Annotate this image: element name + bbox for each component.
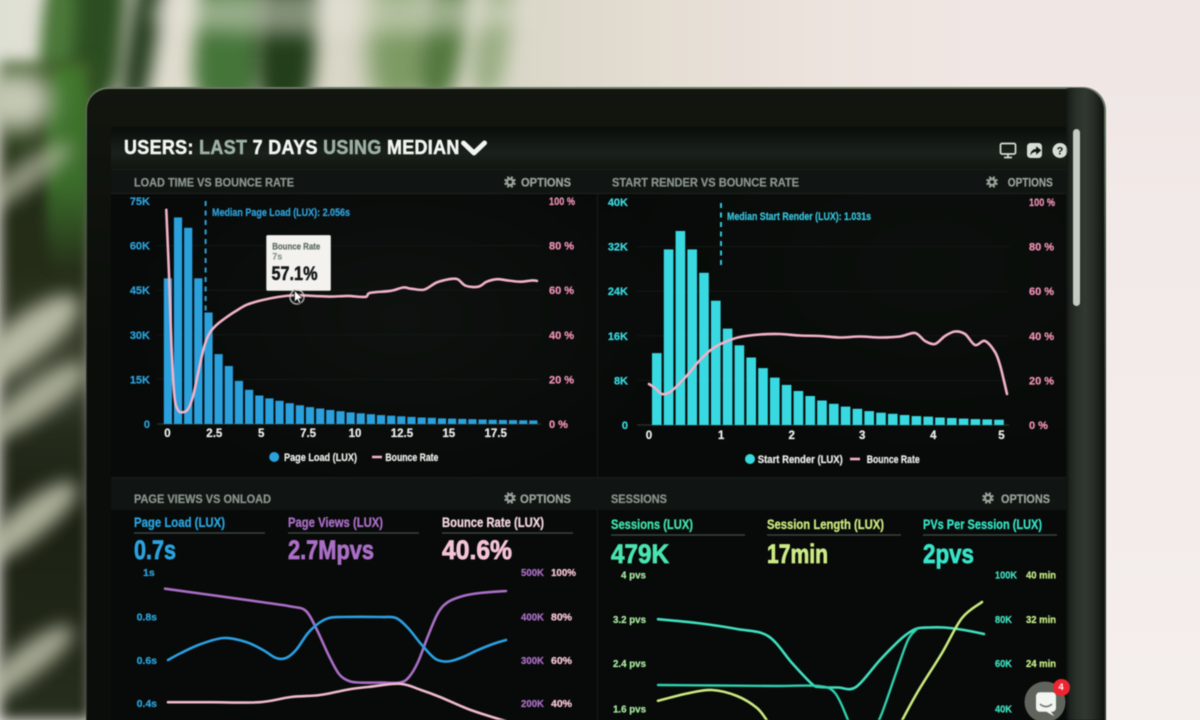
- svg-text:40K: 40K: [608, 197, 628, 209]
- svg-text:OPTIONS: OPTIONS: [1001, 494, 1050, 506]
- svg-text:80%: 80%: [551, 612, 573, 624]
- svg-text:Bounce Rate: Bounce Rate: [867, 454, 920, 466]
- svg-text:5: 5: [998, 430, 1005, 442]
- svg-text:100 %: 100 %: [549, 196, 575, 208]
- svg-text:24K: 24K: [608, 286, 628, 298]
- svg-text:LOAD TIME VS BOUNCE RATE: LOAD TIME VS BOUNCE RATE: [134, 178, 294, 190]
- svg-text:100K: 100K: [995, 570, 1017, 582]
- svg-text:3.2 pvs: 3.2 pvs: [613, 614, 646, 626]
- svg-text:?: ?: [1057, 146, 1064, 158]
- svg-text:3: 3: [859, 430, 865, 442]
- svg-text:100%: 100%: [551, 567, 577, 579]
- svg-text:45K: 45K: [130, 285, 150, 297]
- svg-text:1s: 1s: [143, 567, 155, 579]
- svg-text:2: 2: [788, 430, 794, 442]
- svg-text:2.5: 2.5: [206, 428, 223, 440]
- svg-text:2.4 pvs: 2.4 pvs: [613, 658, 646, 670]
- svg-text:40%: 40%: [551, 698, 573, 710]
- svg-text:SESSIONS: SESSIONS: [611, 494, 667, 506]
- svg-text:32 min: 32 min: [1026, 614, 1056, 626]
- svg-text:4: 4: [930, 430, 937, 442]
- svg-text:7s: 7s: [272, 252, 282, 262]
- svg-text:Page Load (LUX): Page Load (LUX): [134, 515, 225, 530]
- svg-text:Start Render (LUX): Start Render (LUX): [758, 454, 843, 466]
- svg-text:300K: 300K: [521, 655, 544, 667]
- svg-text:479K: 479K: [611, 539, 669, 569]
- svg-text:Page Views (LUX): Page Views (LUX): [288, 515, 383, 530]
- svg-text:Page Load (LUX): Page Load (LUX): [284, 452, 357, 464]
- svg-text:75K: 75K: [130, 196, 150, 208]
- svg-text:17.5: 17.5: [485, 428, 508, 440]
- svg-text:7.5: 7.5: [300, 428, 317, 440]
- svg-text:10: 10: [349, 428, 362, 440]
- svg-text:OPTIONS: OPTIONS: [521, 178, 571, 190]
- svg-text:4 pvs: 4 pvs: [621, 570, 646, 582]
- svg-text:2pvs: 2pvs: [923, 539, 974, 569]
- svg-text:0: 0: [164, 428, 170, 440]
- svg-text:40K: 40K: [995, 703, 1012, 715]
- svg-text:OPTIONS: OPTIONS: [1008, 178, 1053, 190]
- svg-text:Sessions (LUX): Sessions (LUX): [611, 517, 693, 532]
- svg-text:32K: 32K: [608, 242, 628, 254]
- svg-text:0.4s: 0.4s: [137, 698, 158, 710]
- svg-text:START RENDER VS BOUNCE RATE: START RENDER VS BOUNCE RATE: [612, 178, 799, 190]
- svg-text:12.5: 12.5: [391, 428, 414, 440]
- svg-text:Median Page Load (LUX): 2.056s: Median Page Load (LUX): 2.056s: [212, 207, 350, 219]
- svg-text:Bounce Rate: Bounce Rate: [272, 242, 320, 253]
- svg-text:PAGE VIEWS VS ONLOAD: PAGE VIEWS VS ONLOAD: [134, 494, 271, 506]
- svg-text:20 %: 20 %: [1029, 375, 1054, 387]
- svg-text:500K: 500K: [521, 567, 544, 579]
- svg-text:80 %: 80 %: [1029, 242, 1054, 254]
- svg-text:24 min: 24 min: [1026, 658, 1056, 670]
- svg-text:30K: 30K: [130, 330, 150, 342]
- svg-text:100 %: 100 %: [1029, 197, 1055, 209]
- svg-text:60 %: 60 %: [1029, 286, 1054, 298]
- svg-text:20 %: 20 %: [549, 374, 574, 386]
- svg-text:0 %: 0 %: [549, 419, 568, 431]
- svg-text:2.7Mpvs: 2.7Mpvs: [288, 535, 374, 565]
- svg-text:1.6 pvs: 1.6 pvs: [613, 703, 646, 715]
- svg-text:40 min: 40 min: [1026, 570, 1056, 582]
- svg-text:40 %: 40 %: [1029, 331, 1054, 343]
- svg-text:60 %: 60 %: [549, 285, 574, 297]
- svg-text:Bounce Rate (LUX): Bounce Rate (LUX): [442, 515, 544, 530]
- svg-text:Session Length (LUX): Session Length (LUX): [767, 517, 884, 532]
- svg-text:Bounce Rate: Bounce Rate: [385, 452, 438, 464]
- svg-text:80K: 80K: [995, 614, 1012, 626]
- svg-text:15: 15: [442, 428, 455, 440]
- svg-text:0 %: 0 %: [1029, 420, 1048, 432]
- svg-text:8K: 8K: [614, 375, 628, 387]
- svg-text:OPTIONS: OPTIONS: [520, 494, 571, 506]
- svg-text:Median Start Render (LUX): 1.0: Median Start Render (LUX): 1.031s: [727, 211, 871, 223]
- svg-text:40 %: 40 %: [549, 330, 574, 342]
- svg-text:57.1%: 57.1%: [272, 264, 318, 285]
- svg-text:5: 5: [258, 428, 265, 440]
- svg-text:0.8s: 0.8s: [137, 612, 158, 624]
- svg-text:0: 0: [646, 430, 652, 442]
- svg-text:0: 0: [622, 420, 628, 432]
- svg-text:0.7s: 0.7s: [134, 535, 176, 565]
- svg-text:15K: 15K: [130, 374, 150, 386]
- svg-text:17min: 17min: [767, 539, 828, 569]
- svg-text:60%: 60%: [551, 655, 573, 667]
- svg-text:60K: 60K: [995, 658, 1012, 670]
- svg-text:1: 1: [718, 430, 725, 442]
- svg-text:80 %: 80 %: [549, 241, 574, 253]
- svg-text:0.6s: 0.6s: [137, 655, 158, 667]
- svg-text:400K: 400K: [521, 612, 544, 624]
- svg-text:PVs Per Session (LUX): PVs Per Session (LUX): [923, 517, 1042, 532]
- svg-text:0: 0: [144, 419, 150, 431]
- svg-text:200K: 200K: [521, 698, 544, 710]
- svg-text:60K: 60K: [130, 241, 150, 253]
- svg-text:40.6%: 40.6%: [442, 535, 512, 565]
- svg-text:16K: 16K: [608, 331, 628, 343]
